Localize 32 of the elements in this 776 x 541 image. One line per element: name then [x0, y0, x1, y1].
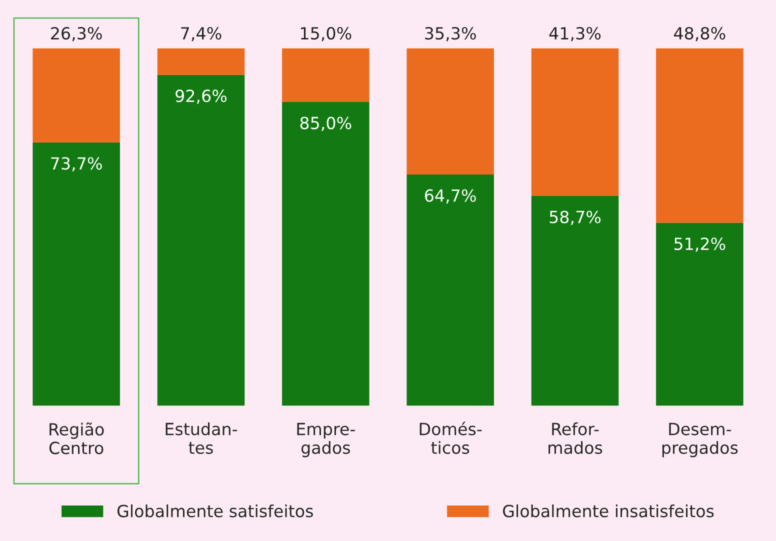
data-label: 41,3% — [549, 27, 601, 42]
data-label: 35,3% — [425, 27, 476, 42]
bar — [406, 174, 494, 406]
bar — [32, 48, 120, 142]
legend-label: Globalmente satisfeitos — [117, 504, 313, 518]
data-label: 64,7% — [425, 189, 476, 204]
data-label: 15,0% — [301, 27, 352, 42]
bar — [282, 48, 370, 102]
data-label: 85,0% — [300, 116, 352, 132]
data-label: 58,7% — [550, 210, 601, 226]
x-tick-label: Região Centro — [49, 422, 104, 454]
bar — [282, 102, 370, 406]
x-tick-label: Refor- mados — [548, 422, 602, 454]
bar — [157, 74, 245, 406]
x-tick-label: Domés- ticos — [420, 422, 482, 454]
bar — [157, 48, 245, 75]
bar — [656, 222, 744, 406]
bar — [531, 48, 619, 196]
x-tick-label: Estudan- tes — [166, 422, 238, 454]
bar — [406, 48, 494, 175]
x-tick-label: Empre- gados — [297, 422, 355, 458]
data-label: 73,7% — [51, 157, 102, 172]
data-label: 92,6% — [176, 90, 227, 104]
data-label: 7,4% — [181, 27, 222, 42]
data-label: 26,3% — [51, 27, 102, 42]
bar — [32, 142, 120, 406]
bar — [531, 196, 619, 406]
data-label: 48,8% — [674, 27, 726, 42]
bar — [656, 48, 744, 223]
data-label: 51,2% — [674, 238, 726, 252]
legend-label: Globalmente insatisfeitos — [503, 504, 714, 518]
x-tick-label: Desem- pregados — [662, 422, 738, 458]
